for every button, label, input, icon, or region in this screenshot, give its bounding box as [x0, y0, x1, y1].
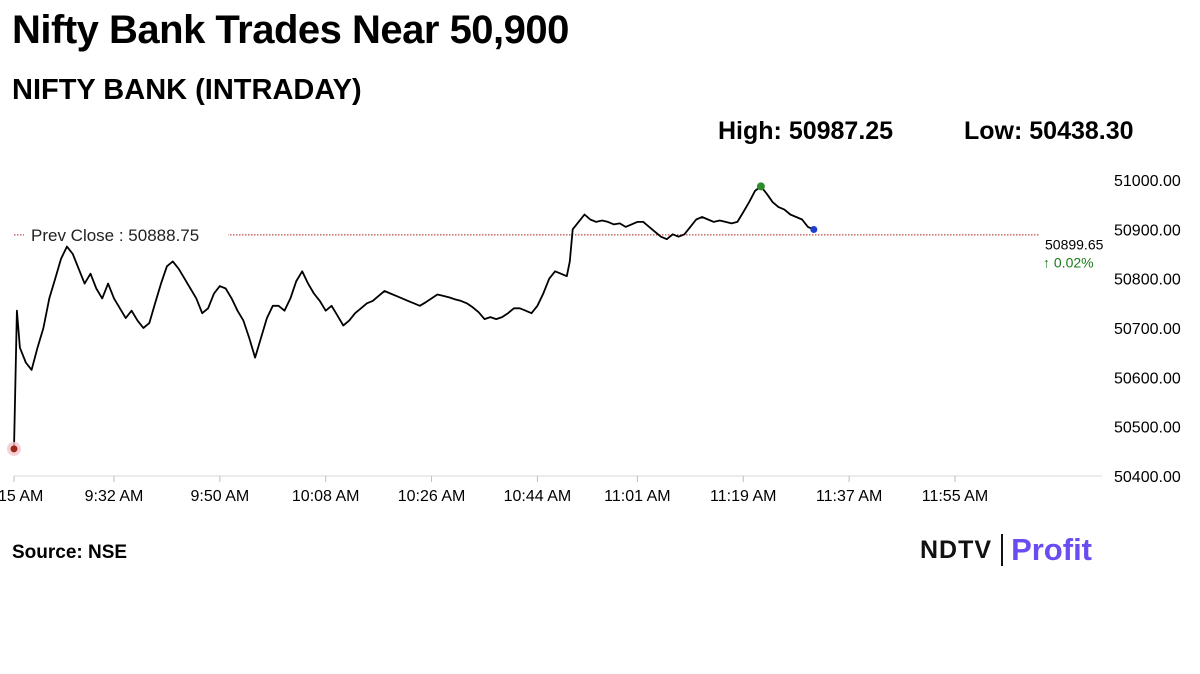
brand-profit: Profit: [1011, 532, 1092, 567]
x-tick-label: 10:44 AM: [504, 488, 572, 505]
day-low-label: Low: 50438.30: [964, 117, 1134, 145]
brand-divider: [1001, 534, 1004, 566]
x-tick-label: 11:01 AM: [604, 488, 670, 505]
source-note: Source: NSE: [12, 542, 128, 563]
x-tick-label: 9:15 AM: [0, 488, 43, 505]
x-tick-label: 10:08 AM: [292, 488, 360, 505]
chart-axes: 9:15 AM 9:32 AM 9:50 AM 10:08 AM 10:26 AM 10:…: [0, 173, 1181, 505]
x-tick-label: 11:19 AM: [710, 488, 776, 505]
last-price-marker: [810, 226, 818, 234]
value-labels-group: 50899.65 ↑ 0.02%: [1043, 237, 1104, 271]
series-group: [13, 185, 815, 449]
x-tick-label: 9:32 AM: [85, 488, 144, 505]
price-series-line: [13, 185, 815, 449]
chart-title: NIFTY BANK (INTRADAY): [12, 74, 362, 106]
low-marker: [10, 445, 18, 453]
prev-close-label: Prev Close : 50888.75: [31, 226, 199, 245]
y-tick-label: 50900.00: [1114, 222, 1181, 239]
y-tick-label: 50600.00: [1114, 370, 1181, 387]
page-headline: Nifty Bank Trades Near 50,900: [12, 8, 569, 52]
prev-close-group: Prev Close : 50888.75: [14, 223, 1040, 246]
x-tick-label: 11:55 AM: [922, 488, 988, 505]
x-tick-label: 9:50 AM: [190, 488, 249, 505]
x-tick-label: 10:26 AM: [398, 488, 466, 505]
prev-close-label-bg: [24, 223, 228, 246]
last-price-label: 50899.65: [1045, 237, 1104, 253]
intraday-line-chart: 9:15 AM 9:32 AM 9:50 AM 10:08 AM 10:26 AM 10:…: [0, 173, 1181, 505]
y-tick-label: 50400.00: [1114, 469, 1181, 486]
change-percent-label: ↑ 0.02%: [1043, 255, 1094, 271]
x-tick-label: 11:37 AM: [816, 488, 882, 505]
day-high-label: High: 50987.25: [718, 117, 894, 145]
y-tick-label: 50800.00: [1114, 272, 1181, 289]
markers-group: [7, 182, 818, 456]
y-tick-label: 51000.00: [1114, 173, 1181, 190]
y-tick-label: 50500.00: [1114, 420, 1181, 437]
brand-logo: NDTV Profit: [920, 530, 1092, 570]
high-marker: [756, 182, 765, 191]
brand-ndtv: NDTV: [920, 535, 993, 564]
y-tick-label: 50700.00: [1114, 321, 1181, 338]
